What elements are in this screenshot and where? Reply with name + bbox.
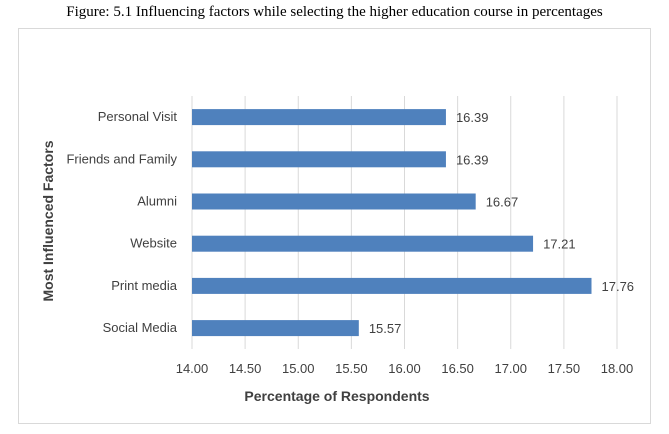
category-labels: Personal Visit Friends and Family Alumni We… — [66, 109, 177, 335]
y-axis-title: Most Influenced Factors — [40, 140, 56, 301]
bar — [192, 235, 534, 252]
bar — [192, 193, 476, 210]
data-label: 17.76 — [602, 279, 635, 294]
x-tick-label: 16.50 — [441, 361, 474, 376]
x-tick-label: 15.50 — [335, 361, 368, 376]
data-labels: 16.39 16.39 16.67 17.21 17.76 15.57 — [369, 110, 634, 336]
x-axis-title: Percentage of Respondents — [244, 388, 429, 404]
x-tick-label: 17.00 — [494, 361, 527, 376]
x-tick-label: 17.50 — [548, 361, 581, 376]
x-tick-label: 14.50 — [229, 361, 262, 376]
data-label: 16.39 — [456, 152, 489, 167]
x-tick-label: 18.00 — [601, 361, 634, 376]
gridlines — [191, 96, 618, 349]
x-tick-label: 16.00 — [388, 361, 421, 376]
bars — [192, 109, 592, 337]
x-tick-labels: 14.00 14.50 15.00 15.50 16.00 16.50 17.00 17.50… — [176, 361, 634, 376]
category-label: Print media — [111, 278, 178, 293]
data-label: 16.39 — [456, 110, 489, 125]
bar — [192, 151, 446, 168]
category-label: Alumni — [137, 194, 177, 209]
category-label: Friends and Family — [66, 151, 177, 166]
data-label: 16.67 — [486, 195, 519, 210]
category-label: Social Media — [103, 320, 178, 335]
category-label: Website — [130, 236, 177, 251]
x-tick-label: 15.00 — [282, 361, 315, 376]
figure-caption: Figure: 5.1 Influencing factors while se… — [66, 4, 603, 20]
category-label: Personal Visit — [98, 109, 178, 124]
bar — [192, 109, 446, 126]
data-label: 17.21 — [543, 237, 576, 252]
x-tick-label: 14.00 — [176, 361, 209, 376]
data-label: 15.57 — [369, 321, 402, 336]
chart-frame — [18, 28, 651, 424]
bar — [192, 277, 592, 294]
bar — [192, 320, 359, 337]
